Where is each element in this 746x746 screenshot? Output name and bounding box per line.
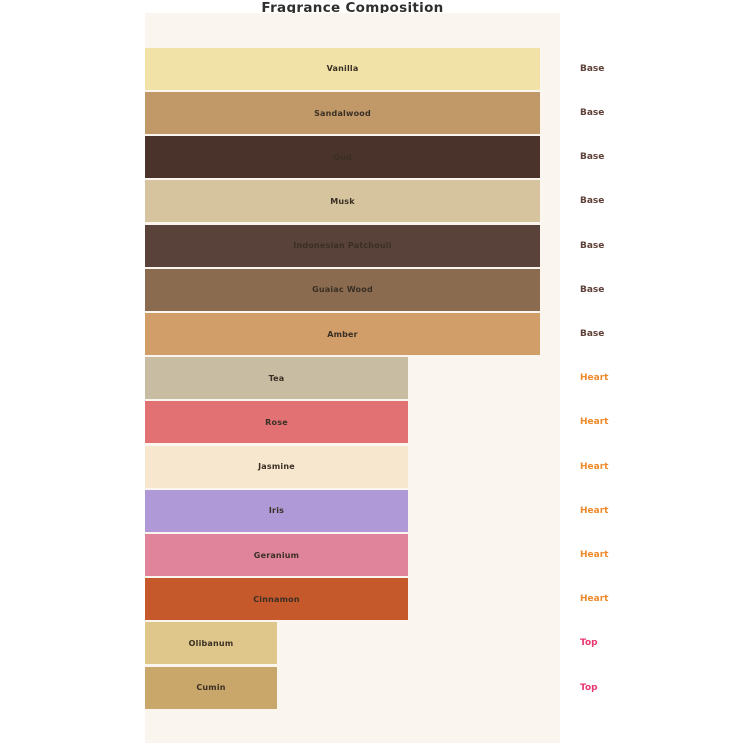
bar-tea: Tea	[145, 357, 408, 400]
bar-guaiac-wood: Guaiac Wood	[145, 268, 540, 311]
bar-label: Sandalwood	[314, 108, 371, 118]
bar-jasmine: Jasmine	[145, 445, 408, 488]
layer-label-heart: Heart	[580, 417, 609, 428]
bar-label: Indonesian Patchouli	[293, 241, 392, 251]
bar-olibanum: Olibanum	[145, 622, 277, 665]
bar-label: Musk	[330, 196, 355, 206]
layer-label-heart: Heart	[580, 594, 609, 605]
layer-label-heart: Heart	[580, 373, 609, 384]
bar-iris: Iris	[145, 489, 408, 532]
bar-label: Vanilla	[326, 64, 359, 74]
bar-musk: Musk	[145, 180, 540, 223]
bar-label: Cinnamon	[253, 594, 300, 604]
bar-label: Olibanum	[188, 638, 234, 648]
bar-amber: Amber	[145, 313, 540, 355]
bar-geranium: Geranium	[145, 534, 408, 576]
layer-label-top: Top	[580, 682, 598, 693]
layer-label-base: Base	[580, 152, 605, 163]
layer-label-base: Base	[580, 329, 605, 339]
layer-label-heart: Heart	[580, 461, 609, 472]
layer-label-base: Base	[580, 196, 605, 207]
layer-label-heart: Heart	[580, 550, 609, 560]
bar-indonesian-patchouli: Indonesian Patchouli	[145, 224, 540, 267]
bar-label: Cumin	[196, 683, 226, 693]
layer-label-base: Base	[580, 108, 605, 118]
layer-label-base: Base	[580, 284, 605, 295]
bar-cumin: Cumin	[145, 666, 277, 709]
bar-sandalwood: Sandalwood	[145, 92, 540, 134]
bar-label: Geranium	[253, 550, 300, 560]
bar-label: Guaiac Wood	[312, 285, 373, 295]
layer-label-heart: Heart	[580, 505, 609, 516]
plot-area: Vanilla Sandalwood Oud Musk Indonesian Patch…	[145, 13, 560, 743]
bar-vanilla: Vanilla	[145, 47, 540, 90]
bar-label: Tea	[268, 373, 285, 383]
bar-rose: Rose	[145, 401, 408, 444]
bar-label: Jasmine	[258, 462, 295, 472]
bar-label: Rose	[265, 417, 288, 427]
layer-label-top: Top	[580, 638, 598, 649]
layer-label-base: Base	[580, 240, 605, 251]
layer-label-base: Base	[580, 63, 605, 74]
bar-oud: Oud	[145, 136, 540, 179]
bar-label: Amber	[327, 329, 358, 339]
chart-title: Fragrance Composition	[261, 0, 444, 16]
bar-label: Iris	[268, 506, 285, 516]
bar-label: Oud	[333, 152, 352, 162]
bar-cinnamon: Cinnamon	[145, 578, 408, 621]
